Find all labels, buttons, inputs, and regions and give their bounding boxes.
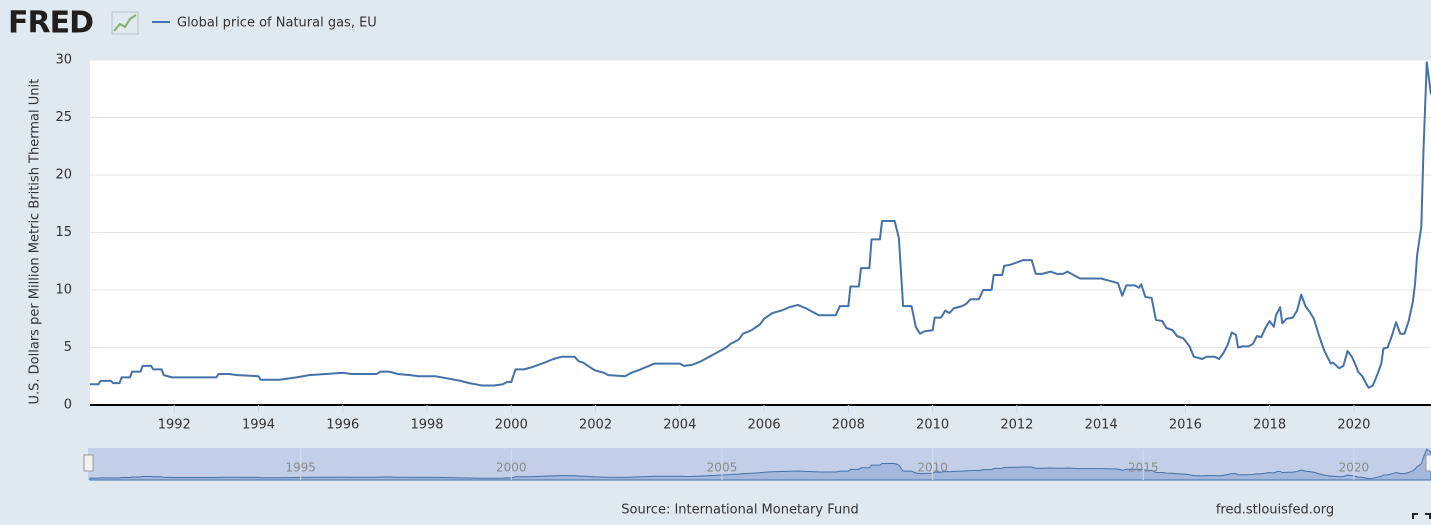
navigator-handle-left-box[interactable] [83, 454, 94, 472]
y-tick-label: 30 [55, 53, 72, 68]
y-tick-label: 10 [55, 283, 72, 298]
x-tick-label: 2016 [1169, 418, 1202, 433]
y-tick-label: 5 [64, 340, 72, 355]
fullscreen-icon-path[interactable] [1412, 513, 1431, 519]
y-tick-label: 25 [55, 110, 72, 125]
site: fred.stlouisfed.org [1216, 503, 1334, 518]
x-tick-label: 2008 [832, 418, 865, 433]
x-tick-label: 1998 [410, 418, 443, 433]
x-tick-label: 2010 [916, 418, 949, 433]
navigator-tick-label: 2015 [1128, 461, 1159, 475]
x-tick-label: 2018 [1253, 418, 1286, 433]
logo: FRED [8, 6, 93, 41]
y-tick-label: 20 [55, 168, 72, 183]
x-tick-label: 2020 [1337, 418, 1370, 433]
logo-icon-line [113, 14, 137, 32]
navigator-tick-label: 2020 [1339, 461, 1370, 475]
series-line [90, 61, 1431, 389]
x-tick-label: 2014 [1085, 418, 1118, 433]
navigator-handle-right[interactable] [1425, 454, 1431, 472]
source: Source: International Monetary Fund [621, 503, 858, 518]
grid [90, 59, 1431, 348]
x-tick-label: 1996 [326, 418, 359, 433]
navigator-tick-label: 2005 [707, 461, 738, 475]
x-tick-label: 2002 [579, 418, 612, 433]
navigator-area [89, 448, 1431, 481]
x-tick-label: 2004 [663, 418, 696, 433]
x-tick-label: 1992 [158, 418, 191, 433]
y-tick-label: 0 [64, 398, 72, 413]
navigator-handle-right-box[interactable] [1425, 454, 1431, 472]
x-tick-label: 2012 [1000, 418, 1033, 433]
legend-label: Global price of Natural gas, EU [177, 16, 377, 31]
navigator-handle-left[interactable] [83, 454, 94, 472]
logo-icon [111, 11, 139, 35]
x-tick-label: 1994 [242, 418, 275, 433]
navigator-tick-label: 2000 [496, 461, 527, 475]
y-axis-label: U.S. Dollars per Million Metric British … [27, 78, 43, 405]
x-tick-label: 2000 [495, 418, 528, 433]
fullscreen-icon[interactable] [1412, 513, 1431, 519]
x-tick-label: 2006 [748, 418, 781, 433]
navigator-tick-label: 2010 [917, 461, 948, 475]
navigator-tick-label: 1995 [285, 461, 316, 475]
y-tick-label: 15 [55, 225, 72, 240]
